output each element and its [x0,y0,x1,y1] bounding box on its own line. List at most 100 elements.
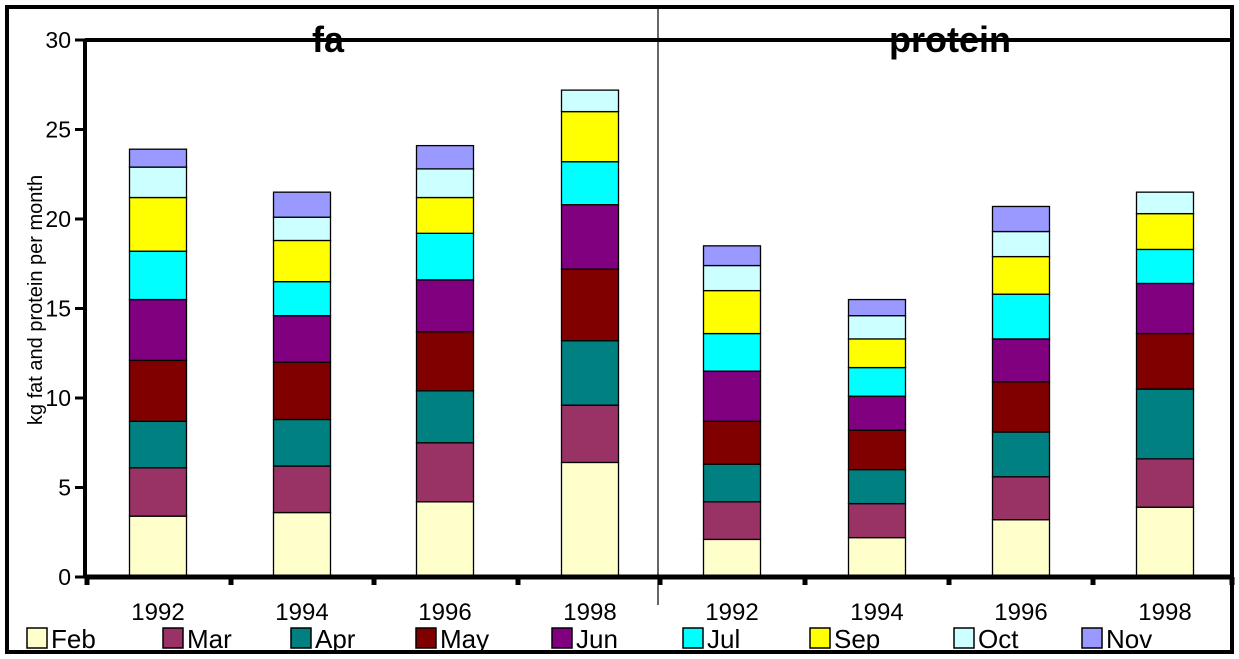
bar-segment-fa-1998-Oct [560,89,620,113]
bar-segment-protein-1996-Jul [991,293,1051,340]
bar-segment-fa-1992-Apr [128,420,188,469]
bar-segment-fa-1996-Jul [415,232,475,281]
bar-segment-fa-1992-May [128,359,188,422]
bar-segment-fa-1998-Jun [560,204,620,270]
bar-segment-fa-1992-Mar [128,467,188,517]
x-tick-label: 1998 [563,599,616,626]
y-tick-label: 0 [58,564,71,590]
legend-swatch-Sep [809,627,831,649]
bar-segment-fa-1992-Sep [128,196,188,252]
bar-segment-protein-1992-Nov [702,245,762,267]
bar-segment-protein-1992-May [702,420,762,465]
x-tick-label: 1996 [418,599,471,626]
bar-segment-fa-1998-Apr [560,340,620,406]
bar-segment-protein-1996-Oct [991,230,1051,258]
bar-segment-fa-1998-Mar [560,404,620,464]
bar-segment-fa-1996-Mar [415,442,475,503]
bar-segment-fa-1992-Jun [128,298,188,362]
bar-segment-protein-1994-Sep [847,338,907,369]
bar-segment-protein-1996-Mar [991,476,1051,521]
bar-segment-protein-1996-Nov [991,205,1051,233]
bar-segment-fa-1996-Oct [415,168,475,199]
bar-segment-protein-1998-Oct [1135,191,1195,215]
bar-segment-fa-1998-Sep [560,110,620,163]
bar-segment-protein-1996-Sep [991,255,1051,295]
bar-segment-protein-1994-Apr [847,468,907,505]
bar-segment-fa-1994-Apr [272,418,332,467]
bar-segment-fa-1992-Feb [128,515,188,578]
legend-swatch-Oct [953,627,975,649]
bar-segment-protein-1992-Sep [702,289,762,335]
x-tick-label: 1994 [275,599,328,626]
legend-label-Jun: Jun [576,624,618,654]
bar-segment-fa-1998-May [560,268,620,342]
bar-segment-protein-1998-Jul [1135,248,1195,285]
x-tick-label: 1998 [1138,599,1191,626]
bar-segment-fa-1996-Nov [415,144,475,170]
bar-segment-protein-1998-Sep [1135,212,1195,251]
legend-swatch-Jun [551,627,573,649]
x-tick-label: 1996 [994,599,1047,626]
legend-label-Jul: Jul [707,624,740,654]
bar-segment-protein-1998-Mar [1135,458,1195,508]
bar-segment-fa-1994-Sep [272,239,332,283]
bar-segment-fa-1992-Jul [128,250,188,301]
bar-segment-protein-1992-Mar [702,501,762,541]
bar-segment-fa-1998-Jul [560,161,620,206]
y-tick-label: 20 [45,206,71,232]
bar-segment-protein-1994-Oct [847,315,907,340]
bar-segment-fa-1992-Nov [128,148,188,168]
bar-segment-fa-1996-Apr [415,390,475,444]
bar-segment-protein-1998-Apr [1135,388,1195,460]
bar-segment-protein-1992-Oct [702,264,762,292]
bar-segment-protein-1994-May [847,429,907,471]
y-tick-label: 30 [45,27,71,53]
legend: Feb Mar Apr May Jun Jul Sep Oct Nov [26,624,1152,654]
bar-segment-protein-1994-Mar [847,502,907,539]
legend-label-Feb: Feb [51,624,96,654]
bar-segment-protein-1992-Jun [702,370,762,422]
bar-segment-fa-1994-Jun [272,315,332,363]
x-tick-label: 1992 [705,599,758,626]
bar-segment-protein-1992-Jul [702,332,762,372]
bar-segment-fa-1996-Sep [415,196,475,234]
bar-segment-protein-1992-Apr [702,463,762,503]
x-tick-label: 1994 [850,599,903,626]
bar-segment-fa-1992-Oct [128,166,188,199]
bar-segment-protein-1996-Feb [991,519,1051,578]
y-axis-title: kg fat and protein per month [25,175,47,425]
legend-label-Mar: Mar [187,624,232,654]
y-tick-label: 25 [45,117,71,143]
y-tick-label: 10 [45,385,71,411]
legend-swatch-Feb [26,627,48,649]
bar-segment-protein-1992-Feb [702,538,762,578]
bar-segment-fa-1996-Jun [415,279,475,333]
bar-segment-fa-1994-May [272,361,332,421]
bar-segment-fa-1996-May [415,331,475,392]
bar-segment-protein-1998-May [1135,332,1195,390]
legend-label-Nov: Nov [1106,624,1152,654]
panel-title-fa: fa [312,19,345,60]
legend-label-Sep: Sep [834,624,880,654]
chart-labels: 0 5 10 15 20 25 30 1992 1994 1996 1998 1992 1994 1996… [25,19,1192,626]
bar-segment-fa-1994-Oct [272,216,332,242]
bar-segment-fa-1994-Nov [272,191,332,218]
x-tick-label: 1992 [131,599,184,626]
legend-swatch-Apr [290,627,312,649]
legend-label-Oct: Oct [978,624,1019,654]
bar-segment-fa-1998-Feb [560,461,620,578]
bar-segment-protein-1998-Feb [1135,506,1195,578]
legend-swatch-Mar [162,627,184,649]
axes [75,38,1235,585]
y-tick-label: 5 [58,475,71,501]
legend-swatch-Nov [1081,627,1103,649]
panel-title-protein: protein [889,19,1011,60]
bar-segment-fa-1994-Mar [272,465,332,514]
bar-segment-protein-1996-Jun [991,338,1051,383]
bar-segment-fa-1994-Jul [272,280,332,317]
bar-segment-protein-1994-Nov [847,298,907,317]
legend-label-May: May [440,624,489,654]
bar-segment-protein-1998-Jun [1135,282,1195,335]
